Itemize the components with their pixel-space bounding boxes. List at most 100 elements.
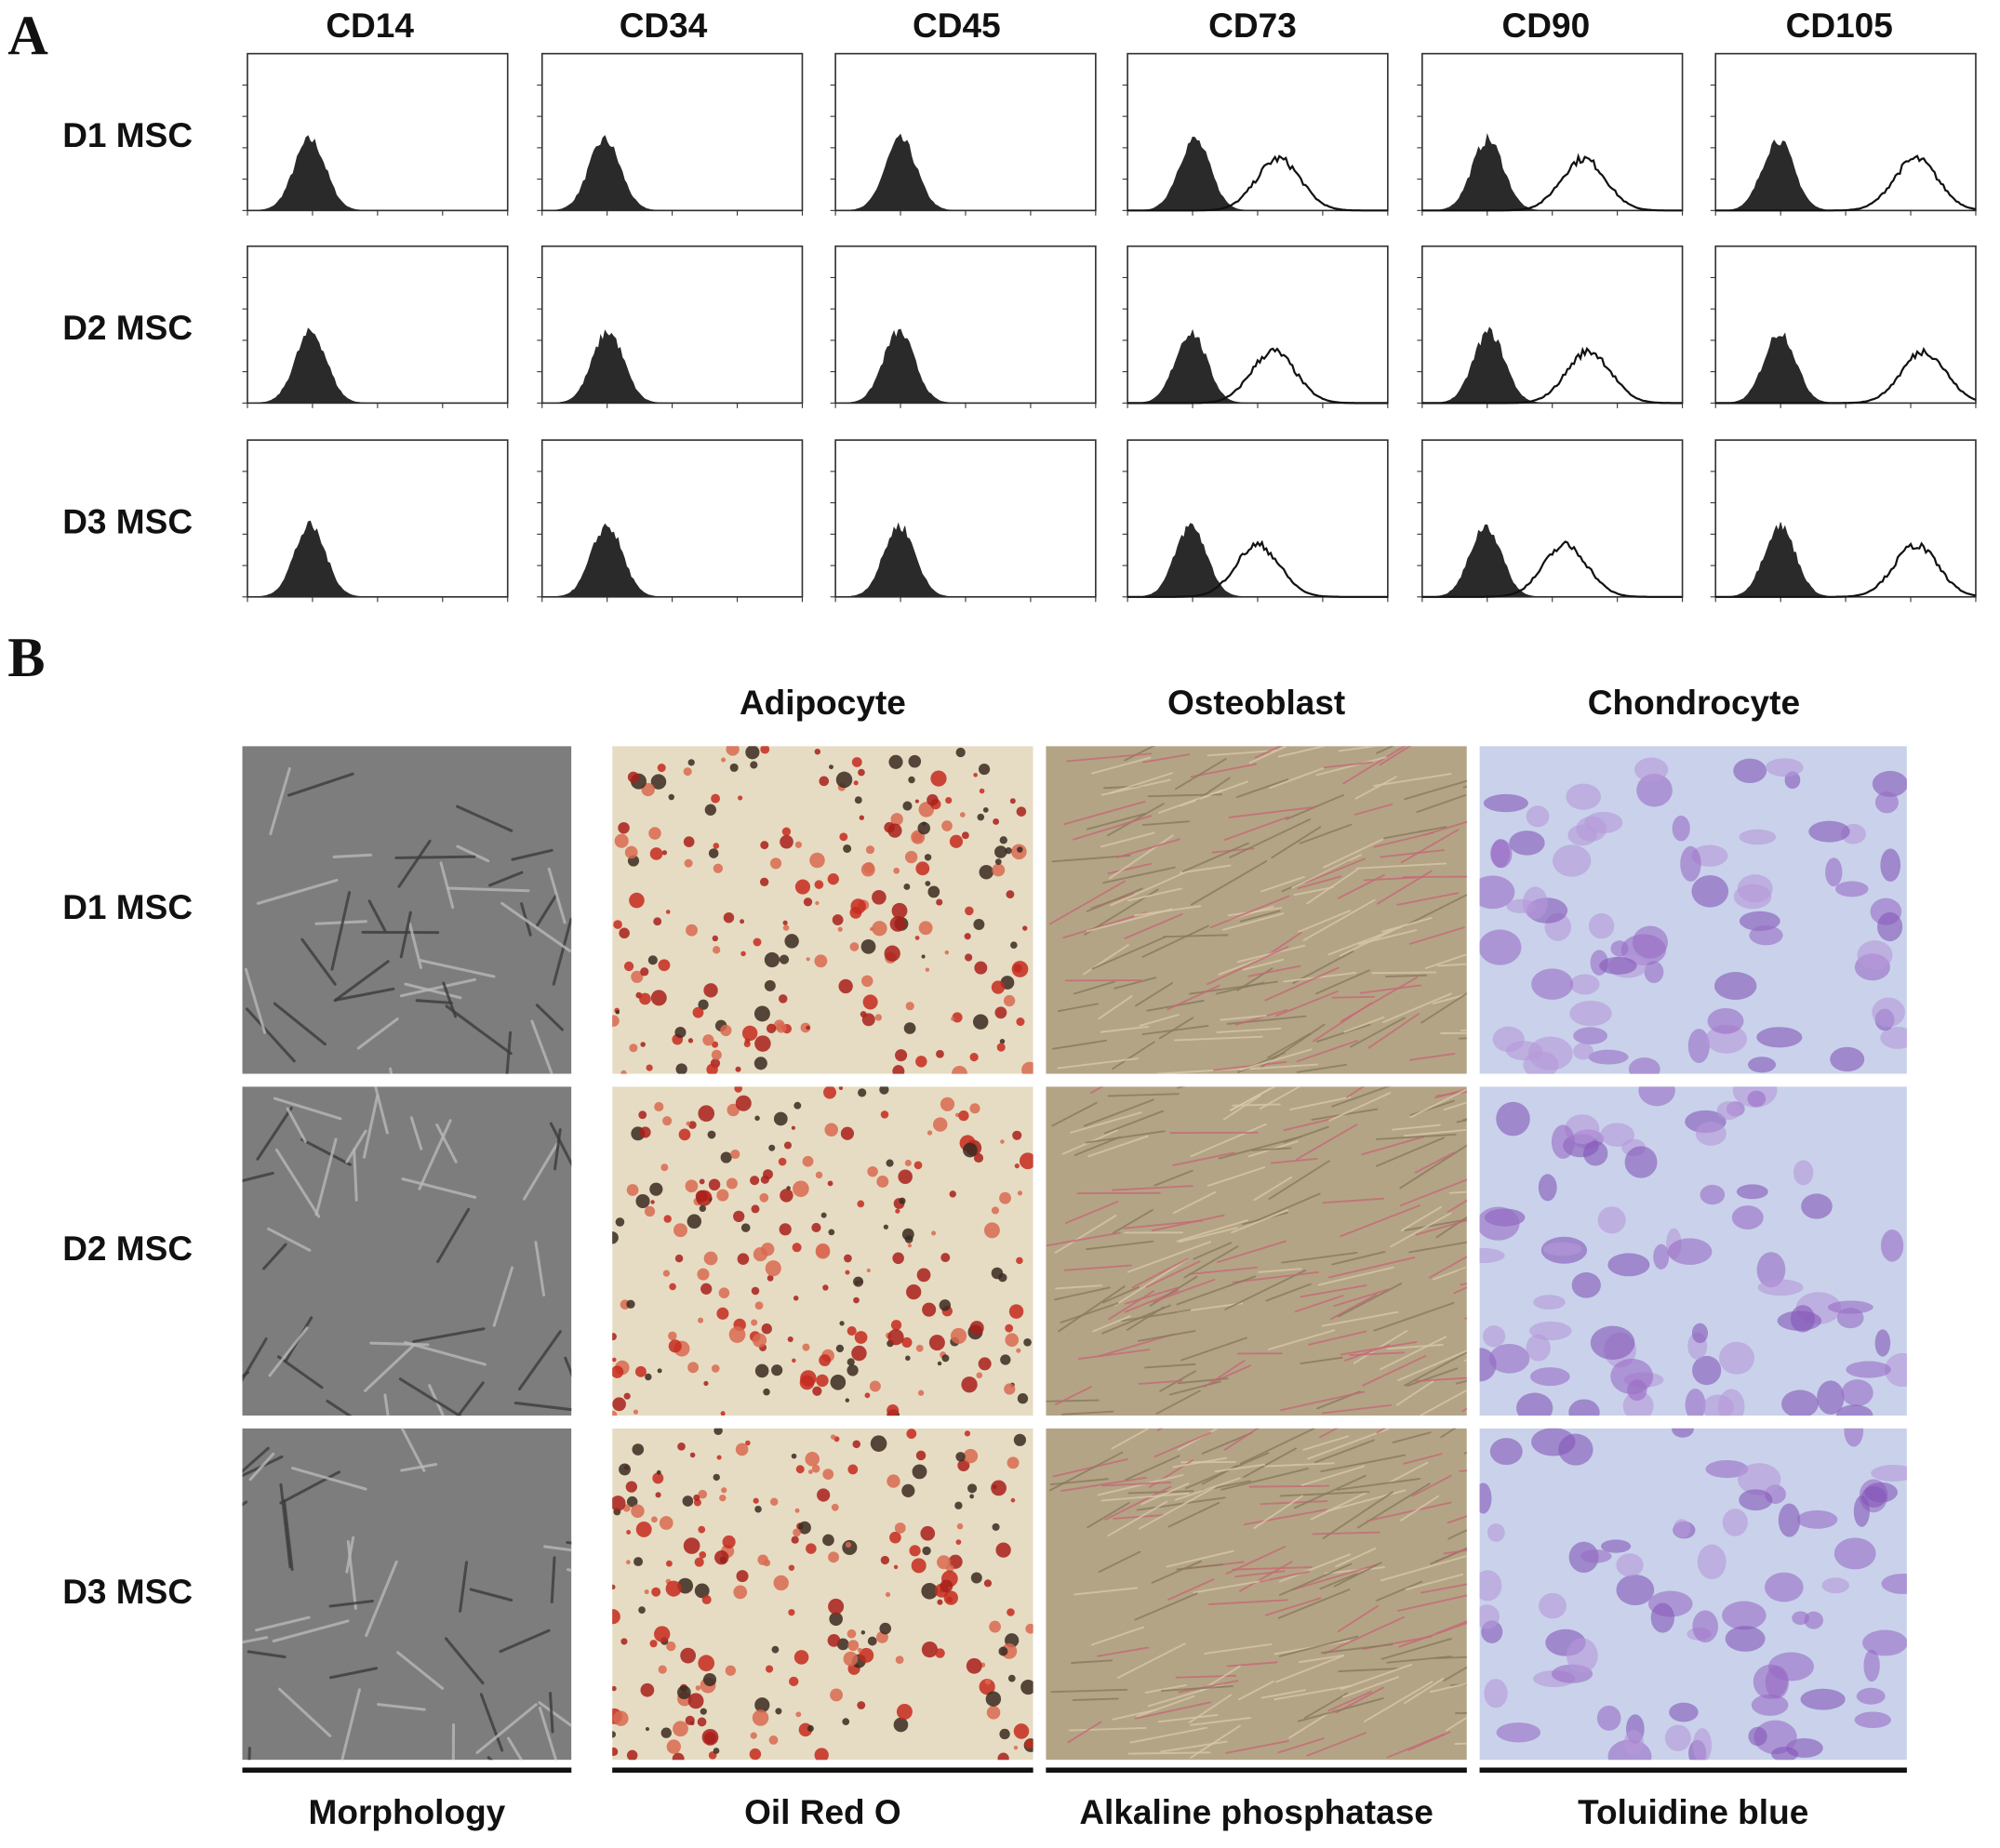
stain-label: Toluidine blue bbox=[1578, 1792, 1808, 1831]
lipid-droplet bbox=[675, 1063, 687, 1074]
stained-cell bbox=[1533, 1295, 1566, 1310]
lipid-droplet bbox=[955, 1452, 966, 1462]
lipid-droplet bbox=[997, 1752, 1009, 1761]
stained-cell bbox=[1739, 829, 1777, 845]
lipid-droplet bbox=[885, 1591, 891, 1598]
stained-cell bbox=[1737, 1463, 1781, 1496]
fiber bbox=[1292, 950, 1354, 985]
fiber bbox=[1342, 1676, 1400, 1698]
lipid-droplet bbox=[711, 793, 721, 804]
fiber bbox=[1398, 1622, 1467, 1648]
lipid-droplet bbox=[663, 1215, 672, 1223]
lipid-droplet bbox=[623, 1392, 631, 1400]
lipid-droplet bbox=[917, 1389, 925, 1396]
lipid-droplet bbox=[665, 910, 671, 914]
cell-outline bbox=[291, 1467, 367, 1491]
lipid-droplet bbox=[687, 1214, 702, 1230]
lipid-droplet bbox=[817, 1488, 831, 1502]
fiber bbox=[1429, 1682, 1467, 1694]
lipid-droplet bbox=[864, 1392, 871, 1399]
texture bbox=[612, 1086, 1033, 1416]
lipid-droplet bbox=[964, 933, 971, 940]
lipid-droplet bbox=[857, 1701, 866, 1709]
lipid-droplet bbox=[729, 763, 739, 772]
stained-cell bbox=[1597, 1206, 1626, 1234]
lipid-droplet bbox=[829, 764, 833, 770]
cell-outline bbox=[549, 1122, 572, 1167]
stained-cell bbox=[1778, 1503, 1801, 1537]
stained-cell bbox=[1628, 1057, 1660, 1074]
lipid-droplet bbox=[845, 1398, 850, 1403]
fiber bbox=[1346, 1086, 1366, 1098]
stained-cell bbox=[1874, 791, 1899, 814]
fiber bbox=[1407, 1367, 1459, 1387]
lipid-droplet bbox=[698, 1655, 715, 1672]
lipid-droplet bbox=[754, 1363, 769, 1378]
lipid-droplet bbox=[707, 1130, 716, 1139]
lipid-droplet bbox=[767, 1274, 774, 1282]
lipid-droplet bbox=[815, 1244, 831, 1259]
cell-outline bbox=[314, 920, 367, 925]
texture bbox=[1046, 746, 1467, 1074]
negative-peak bbox=[247, 135, 508, 211]
lipid-droplet bbox=[950, 1327, 967, 1345]
fiber bbox=[1322, 1491, 1393, 1539]
negative-peak bbox=[835, 328, 1096, 404]
fiber bbox=[1218, 1136, 1302, 1160]
fiber bbox=[1207, 1166, 1266, 1187]
histogram bbox=[830, 439, 1097, 603]
stained-cell bbox=[1479, 1604, 1500, 1629]
stained-cell bbox=[1722, 1601, 1767, 1630]
fiber bbox=[1371, 971, 1437, 975]
lipid-droplet bbox=[639, 1126, 651, 1138]
fiber bbox=[1176, 1219, 1248, 1243]
fiber bbox=[1278, 1553, 1352, 1583]
lipid-droplet bbox=[720, 1024, 732, 1037]
fiber bbox=[1195, 777, 1231, 802]
lipid-droplet bbox=[895, 1655, 904, 1665]
fiber bbox=[1428, 1256, 1467, 1279]
stained-cell bbox=[1539, 1592, 1567, 1619]
lipid-droplet bbox=[827, 873, 839, 885]
fiber bbox=[1404, 1678, 1445, 1705]
stained-cell bbox=[1526, 1334, 1551, 1362]
fiber bbox=[1304, 858, 1367, 884]
fiber bbox=[1243, 1509, 1327, 1526]
stained-cell bbox=[1479, 875, 1515, 910]
fiber bbox=[1392, 1431, 1432, 1443]
cell-outline bbox=[564, 1356, 572, 1377]
fiber bbox=[1073, 980, 1115, 995]
stained-cell bbox=[1737, 874, 1773, 903]
lipid-droplet bbox=[699, 1178, 705, 1185]
lipid-droplet bbox=[1007, 1456, 1020, 1469]
lipid-droplet bbox=[658, 1665, 667, 1674]
micrograph bbox=[1479, 746, 1907, 1074]
lipid-droplet bbox=[626, 1299, 635, 1309]
lipid-droplet bbox=[989, 1620, 1001, 1633]
fiber bbox=[1111, 1428, 1151, 1450]
lipid-droplet bbox=[760, 841, 769, 850]
lipid-droplet bbox=[701, 1595, 712, 1605]
lipid-droplet bbox=[1019, 1152, 1033, 1170]
fiber bbox=[1447, 1199, 1467, 1214]
lipid-droplet bbox=[620, 1070, 627, 1074]
lipid-droplet bbox=[738, 795, 743, 801]
fiber bbox=[1229, 818, 1312, 858]
fiber bbox=[1090, 756, 1152, 775]
lipid-droplet bbox=[819, 1354, 832, 1366]
cell-outline bbox=[242, 1337, 268, 1383]
fiber bbox=[1220, 1468, 1310, 1491]
lipid-droplet bbox=[860, 938, 876, 954]
fiber bbox=[1283, 1125, 1329, 1144]
lipid-droplet bbox=[1022, 925, 1028, 931]
cell-outline bbox=[499, 1629, 551, 1654]
histogram bbox=[1710, 52, 1977, 216]
cell-outline bbox=[286, 1107, 307, 1143]
lipid-droplet bbox=[891, 902, 908, 919]
lipid-droplet bbox=[653, 917, 662, 926]
lipid-droplet bbox=[1010, 1497, 1016, 1503]
fiber bbox=[1188, 1266, 1258, 1275]
lipid-droplet bbox=[1008, 1304, 1024, 1319]
lipid-droplet bbox=[612, 1731, 616, 1738]
lipid-droplet bbox=[890, 1320, 902, 1331]
